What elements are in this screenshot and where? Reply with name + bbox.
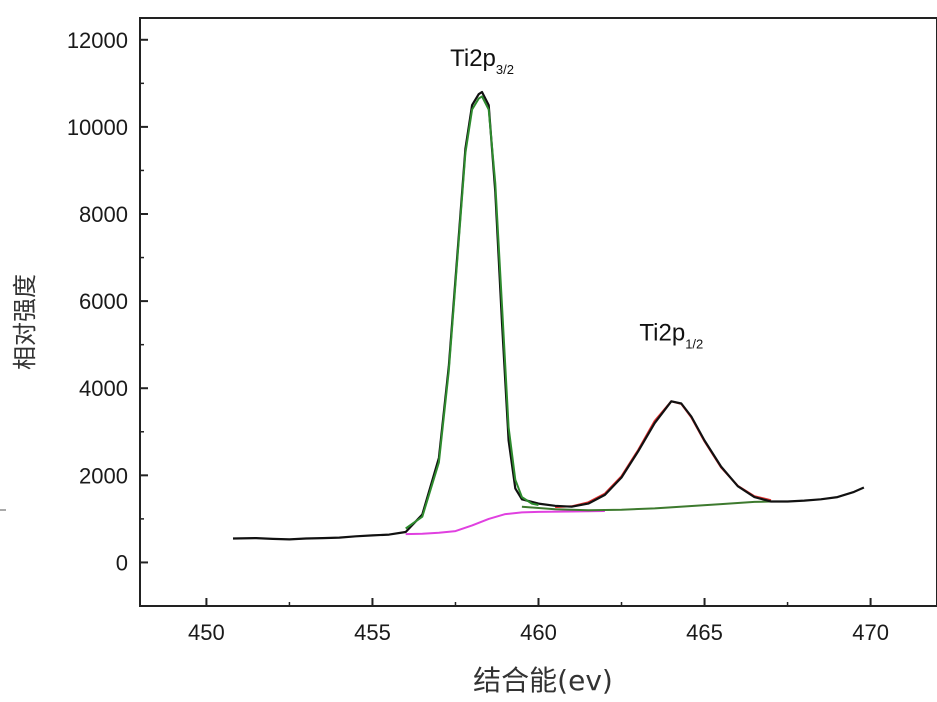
series-line-1 xyxy=(405,95,539,530)
y-tick-label: 12000 xyxy=(67,28,128,53)
y-tick-label: 6000 xyxy=(79,289,128,314)
y-tick-label: 8000 xyxy=(79,202,128,227)
y-axis-title: 相对强度 xyxy=(11,274,39,370)
x-axis-title: 结合能(ev) xyxy=(473,664,613,697)
peak-label-main: Ti2p xyxy=(450,45,496,72)
peak-label: Ti2p3/2 xyxy=(450,45,514,77)
series-line-2 xyxy=(555,400,772,509)
x-tick-label: 460 xyxy=(520,620,557,645)
x-tick-label: 450 xyxy=(188,620,225,645)
peak-label-subscript: 3/2 xyxy=(496,62,514,77)
peak-label-subscript: 1/2 xyxy=(685,336,703,351)
plot-frame xyxy=(139,17,937,607)
x-tick-label: 470 xyxy=(852,620,889,645)
series-line-3 xyxy=(521,500,772,512)
series-line-4 xyxy=(405,510,605,536)
y-tick-label: 10000 xyxy=(67,115,128,140)
y-tick-label: 0 xyxy=(116,550,128,575)
y-tick-label: 2000 xyxy=(79,463,128,488)
series-layer xyxy=(232,90,865,541)
y-tick-label: 4000 xyxy=(79,376,128,401)
x-tick-label: 465 xyxy=(686,620,723,645)
peak-label-main: Ti2p xyxy=(639,319,685,346)
y-axis-ticks: 0 2000 4000 6000 8000 10000 12000 xyxy=(67,28,148,607)
x-axis-ticks: 450 455 460 465 470 xyxy=(188,598,889,645)
x-tick-label: 455 xyxy=(354,620,391,645)
series-line-0 xyxy=(232,90,865,541)
peak-label: Ti2p1/2 xyxy=(639,319,703,351)
